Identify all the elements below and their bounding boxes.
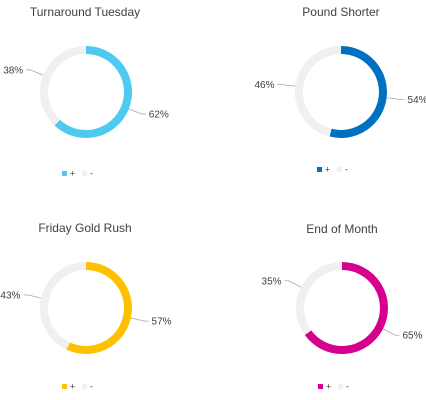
data-label: 46% (254, 80, 274, 91)
chart-title: Friday Gold Rush (38, 221, 131, 235)
data-label: 62% (149, 110, 169, 121)
legend-swatch (318, 384, 323, 389)
chart-title: Pound Shorter (302, 5, 379, 19)
data-label: 65% (402, 331, 422, 342)
chart-panel-turnaround-tuesday: Turnaround Tuesday 62% 38% + - (0, 0, 213, 200)
legend-label: - (90, 169, 93, 179)
leader-line (284, 280, 302, 288)
leader-line (23, 294, 42, 299)
leader-line (128, 108, 146, 115)
data-label: 57% (152, 317, 172, 328)
data-label: 43% (0, 290, 20, 301)
donut-slice-minus (40, 262, 87, 350)
legend-swatch (82, 384, 87, 389)
donut-chart-friday-gold-rush: Friday Gold Rush 57% 43% + - (0, 221, 172, 392)
leader-line (386, 97, 405, 100)
legend-label: + (70, 169, 75, 179)
donut-chart-turnaround-tuesday: Turnaround Tuesday 62% 38% + - (3, 5, 169, 179)
legend-label: + (326, 382, 331, 392)
legend-label: + (325, 165, 330, 175)
leader-line (26, 69, 44, 76)
chart-title: End of Month (306, 222, 377, 236)
legend-label: - (346, 382, 349, 392)
donut-chart-pound-shorter: Pound Shorter 54% 46% + - (254, 5, 426, 175)
donut-slice-plus (329, 46, 387, 138)
donut-chart-end-of-month: End of Month 65% 35% + - (262, 222, 423, 392)
donut-slice-minus (40, 46, 87, 126)
donut-slice-minus (296, 262, 343, 336)
legend-swatch (62, 384, 67, 389)
data-label: 38% (3, 65, 23, 76)
chart-title: Turnaround Tuesday (30, 5, 140, 19)
legend-swatch (337, 167, 342, 172)
donut-slice-plus (54, 46, 132, 138)
chart-panel-friday-gold-rush: Friday Gold Rush 57% 43% + - (0, 200, 213, 400)
legend-label: - (90, 382, 93, 392)
legend-swatch (338, 384, 343, 389)
legend-swatch (62, 171, 67, 176)
leader-line (277, 84, 296, 87)
chart-panel-end-of-month: End of Month 65% 35% + - (213, 200, 426, 400)
leader-line (130, 317, 149, 322)
legend-label: + (70, 382, 75, 392)
donut-slice-minus (295, 46, 342, 137)
legend-swatch (317, 167, 322, 172)
donut-slice-plus (304, 262, 388, 354)
legend-swatch (82, 171, 87, 176)
leader-line (382, 328, 400, 336)
donut-slice-plus (66, 262, 132, 354)
chart-panel-pound-shorter: Pound Shorter 54% 46% + - (213, 0, 426, 200)
data-label: 54% (408, 95, 426, 106)
legend-label: - (345, 165, 348, 175)
data-label: 35% (262, 276, 282, 287)
